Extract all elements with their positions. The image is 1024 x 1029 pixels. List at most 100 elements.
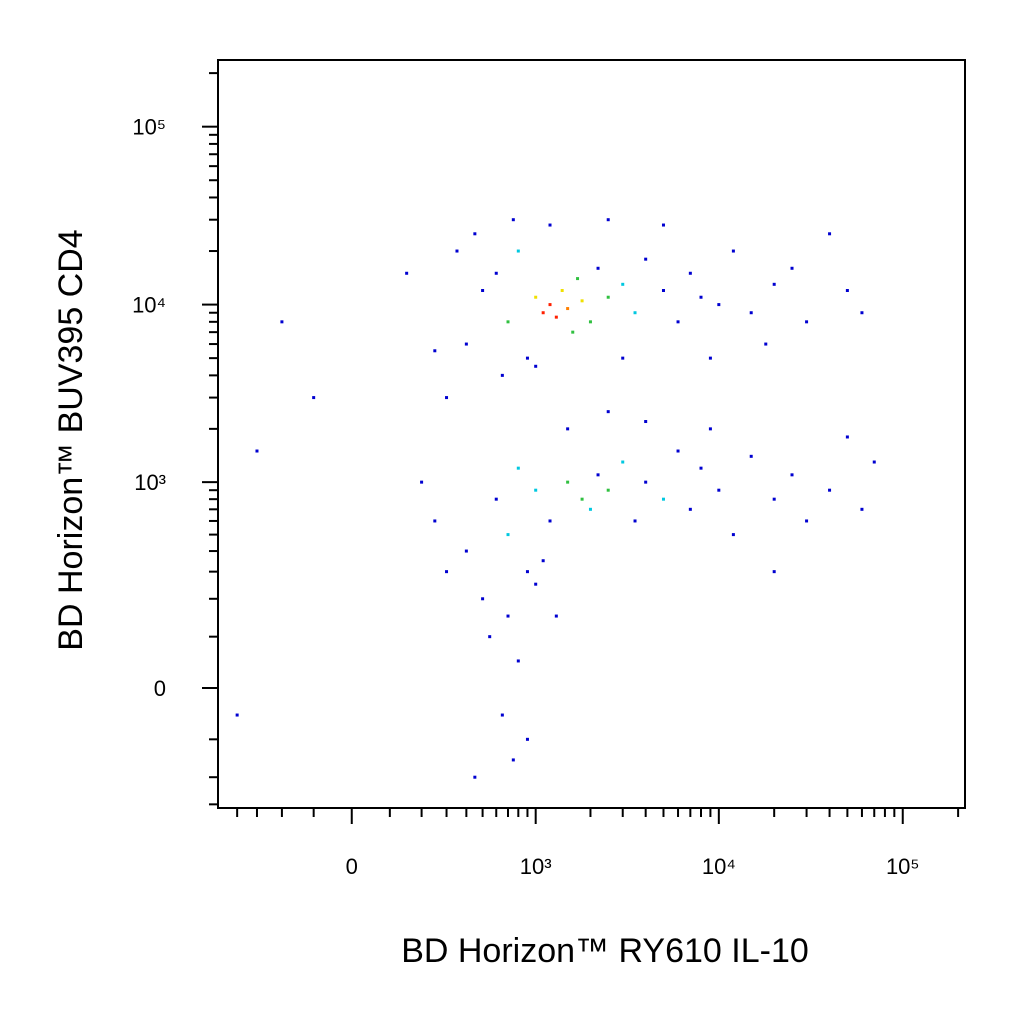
point — [464, 342, 468, 346]
point — [845, 435, 849, 439]
point — [633, 311, 637, 315]
point — [661, 497, 665, 501]
point — [481, 289, 485, 293]
point — [676, 320, 680, 324]
point — [511, 218, 515, 222]
x-tick-label: 10⁵ — [886, 854, 920, 879]
point — [516, 466, 520, 470]
point — [790, 473, 794, 477]
point — [621, 356, 625, 360]
point — [805, 320, 809, 324]
y-axis-title: BD Horizon™ BUV395 CD4 — [52, 229, 90, 650]
point — [554, 614, 558, 618]
point — [580, 299, 584, 303]
point — [699, 295, 703, 299]
point — [500, 373, 504, 377]
point — [494, 497, 498, 501]
point — [571, 330, 575, 334]
point — [548, 303, 552, 307]
point — [688, 507, 692, 511]
point — [708, 427, 712, 431]
point — [688, 271, 692, 275]
point — [554, 315, 558, 319]
x-tick-label: 10³ — [520, 854, 552, 879]
y-tick-label: 0 — [154, 676, 166, 701]
point — [749, 311, 753, 315]
point — [676, 449, 680, 453]
point — [661, 223, 665, 227]
point — [494, 271, 498, 275]
point — [481, 597, 485, 601]
point — [445, 570, 449, 574]
point — [445, 396, 449, 400]
point — [560, 289, 564, 293]
point — [621, 460, 625, 464]
point — [541, 559, 545, 563]
point — [516, 249, 520, 253]
point — [860, 507, 864, 511]
x-tick-label: 0 — [346, 854, 358, 879]
point — [772, 282, 776, 286]
y-tick-label: 10⁵ — [132, 115, 166, 140]
point — [506, 533, 510, 537]
point — [516, 659, 520, 663]
point — [548, 519, 552, 523]
point — [566, 427, 570, 431]
point — [255, 449, 259, 453]
point — [790, 266, 794, 270]
point — [576, 277, 580, 281]
point — [541, 311, 545, 315]
point — [606, 218, 610, 222]
point — [749, 454, 753, 458]
point — [772, 570, 776, 574]
point — [764, 342, 768, 346]
point — [473, 232, 477, 236]
point — [580, 497, 584, 501]
point — [661, 289, 665, 293]
point — [280, 320, 284, 324]
point — [588, 320, 592, 324]
point — [621, 282, 625, 286]
point — [525, 737, 529, 741]
point — [606, 410, 610, 414]
point — [708, 356, 712, 360]
y-tick-label: 10⁴ — [132, 293, 166, 318]
point — [805, 519, 809, 523]
point — [525, 356, 529, 360]
point — [433, 519, 437, 523]
point — [860, 311, 864, 315]
point — [828, 232, 832, 236]
point — [525, 570, 529, 574]
point — [405, 271, 409, 275]
point — [433, 349, 437, 353]
x-axis-title: BD Horizon™ RY610 IL-10 — [401, 932, 809, 970]
point — [506, 614, 510, 618]
point — [717, 303, 721, 307]
point — [717, 488, 721, 492]
point — [566, 307, 570, 311]
point — [534, 488, 538, 492]
point — [548, 223, 552, 227]
point — [488, 635, 492, 639]
point — [312, 396, 316, 400]
point — [235, 713, 239, 717]
point — [588, 507, 592, 511]
point — [534, 295, 538, 299]
point — [473, 775, 477, 779]
point — [644, 480, 648, 484]
plot-frame — [217, 59, 966, 809]
point — [772, 497, 776, 501]
point — [633, 519, 637, 523]
y-tick-label: 10³ — [134, 470, 166, 495]
point — [606, 295, 610, 299]
point — [506, 320, 510, 324]
point — [534, 364, 538, 368]
x-tick-label: 10⁴ — [702, 854, 736, 879]
point — [596, 473, 600, 477]
point — [511, 758, 515, 762]
point — [731, 533, 735, 537]
point — [455, 249, 459, 253]
point — [420, 480, 424, 484]
point — [644, 257, 648, 261]
